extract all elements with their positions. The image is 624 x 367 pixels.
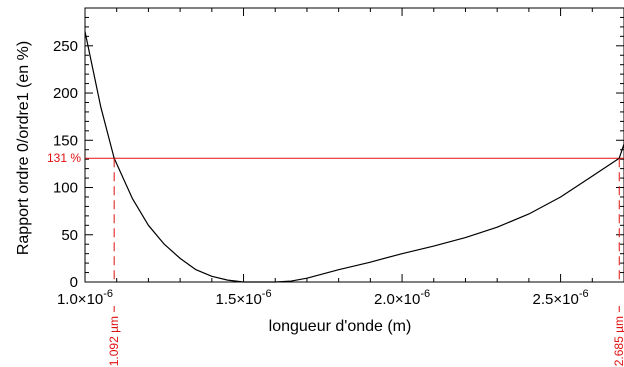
y-tick-label-0: 0 [70, 274, 78, 291]
x-axis-title: longueur d'onde (m) [269, 318, 412, 335]
marker-label-0: 1.092 µm [107, 316, 121, 366]
series-group [84, 31, 624, 283]
x-tick-label-3: 2.5×10-6 [533, 288, 589, 308]
marker-label-1: 2.685 µm [612, 316, 624, 366]
y-tick-label-5: 250 [53, 38, 78, 55]
x-tick-label-0: 1.0×10-6 [57, 288, 113, 308]
y-tick-label-3: 150 [53, 132, 78, 149]
reference-line-label: 131 % [47, 151, 81, 165]
y-axis-ticks: 0 50 100 150 200 250 [53, 16, 624, 291]
x-tick-label-1: 1.5×10-6 [215, 288, 271, 308]
reference-line-group: 131 % [47, 151, 624, 165]
y-axis-title: Rapport ordre 0/ordre1 (en %) [15, 41, 32, 255]
series-line-0 [84, 31, 624, 283]
y-tick-label-4: 200 [53, 85, 78, 102]
plot-frame [84, 7, 624, 283]
x-axis-ticks: 1.0×10-6 1.5×10-6 2.0×10-6 2.5×10-6 [57, 8, 593, 308]
y-tick-label-2: 100 [53, 180, 78, 197]
marker-group: 1.092 µm 2.685 µm [107, 158, 624, 366]
plot-area [84, 7, 624, 283]
y-tick-label-1: 50 [61, 227, 78, 244]
x-tick-label-2: 2.0×10-6 [374, 288, 430, 308]
